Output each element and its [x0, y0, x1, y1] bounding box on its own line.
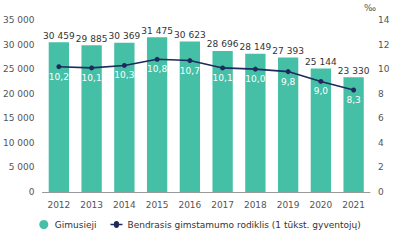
svg-text:9,8: 9,8	[281, 77, 296, 87]
svg-text:4: 4	[378, 138, 384, 148]
svg-text:10,1: 10,1	[213, 73, 233, 83]
svg-text:2018: 2018	[244, 200, 267, 210]
svg-text:30 369: 30 369	[109, 31, 141, 41]
svg-text:30 623: 30 623	[174, 30, 206, 40]
svg-text:0: 0	[378, 187, 384, 197]
svg-text:10 000: 10 000	[3, 138, 35, 148]
svg-text:10,1: 10,1	[82, 73, 102, 83]
svg-text:Bendrasis gimstamumo rodiklis: Bendrasis gimstamumo rodiklis (1 tūkst. …	[127, 220, 360, 230]
svg-text:2020: 2020	[309, 200, 332, 210]
svg-text:0: 0	[29, 187, 35, 197]
svg-text:2017: 2017	[211, 200, 234, 210]
svg-text:10,2: 10,2	[49, 72, 69, 82]
svg-text:30 459: 30 459	[43, 31, 75, 41]
svg-text:2016: 2016	[178, 200, 201, 210]
svg-text:27 393: 27 393	[272, 46, 304, 56]
svg-text:10,8: 10,8	[147, 64, 167, 74]
svg-text:35 000: 35 000	[3, 15, 35, 25]
svg-text:2013: 2013	[80, 200, 103, 210]
svg-text:10,3: 10,3	[114, 70, 134, 80]
svg-text:31 475: 31 475	[141, 26, 173, 36]
svg-text:29 885: 29 885	[76, 34, 108, 44]
svg-text:8: 8	[378, 89, 384, 99]
svg-text:2014: 2014	[113, 200, 136, 210]
svg-text:2: 2	[378, 162, 384, 172]
svg-text:20 000: 20 000	[3, 89, 35, 99]
svg-text:14: 14	[378, 15, 390, 25]
svg-text:6: 6	[378, 113, 384, 123]
svg-text:2021: 2021	[342, 200, 365, 210]
svg-text:23 330: 23 330	[338, 66, 370, 76]
svg-text:2015: 2015	[146, 200, 169, 210]
svg-text:Gimusieji: Gimusieji	[55, 220, 97, 230]
svg-text:2012: 2012	[47, 200, 70, 210]
svg-text:28 696: 28 696	[207, 39, 239, 49]
svg-text:25 144: 25 144	[305, 57, 337, 67]
svg-text:10: 10	[378, 64, 390, 74]
svg-text:12: 12	[378, 40, 389, 50]
svg-text:25 000: 25 000	[3, 64, 35, 74]
svg-text:10,7: 10,7	[180, 66, 200, 76]
svg-text:‰: ‰	[364, 3, 376, 13]
svg-text:9,0: 9,0	[314, 86, 329, 96]
svg-text:2019: 2019	[277, 200, 300, 210]
svg-text:15 000: 15 000	[3, 113, 35, 123]
svg-text:8,3: 8,3	[346, 95, 360, 105]
svg-text:30 000: 30 000	[3, 40, 35, 50]
svg-text:5 000: 5 000	[9, 162, 35, 172]
svg-text:10,0: 10,0	[245, 74, 265, 84]
svg-text:28 149: 28 149	[240, 42, 272, 52]
